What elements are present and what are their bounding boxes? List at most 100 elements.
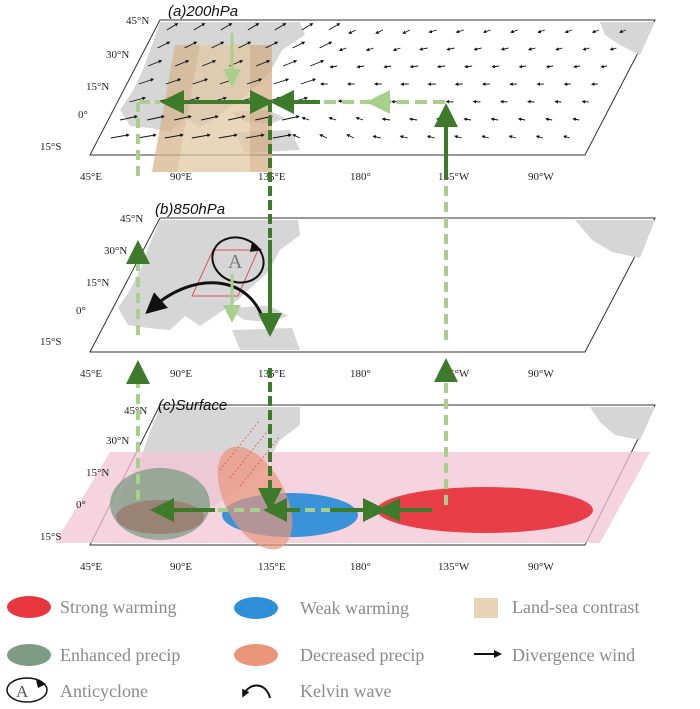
wind-vector bbox=[247, 23, 260, 31]
lat-label-c-15s: 15°S bbox=[40, 531, 62, 543]
wind-vector bbox=[436, 64, 446, 69]
lat-label-a-15s: 15°S bbox=[40, 141, 62, 153]
legend: Strong warming Weak warming Land-sea con… bbox=[6, 596, 639, 703]
wind-vector bbox=[129, 96, 147, 103]
wind-vector bbox=[300, 78, 317, 85]
wind-vector bbox=[246, 78, 263, 85]
wind-vector bbox=[408, 117, 418, 122]
wind-vector bbox=[518, 64, 527, 69]
anticyclone-symbol: A bbox=[191, 236, 265, 297]
wind-vector bbox=[272, 133, 292, 139]
land-americas-c bbox=[590, 407, 655, 440]
legend-swatch-anticyclone: A bbox=[6, 677, 48, 703]
wind-vector bbox=[301, 23, 314, 31]
wind-vector bbox=[491, 64, 500, 69]
wind-vector bbox=[535, 135, 543, 139]
panel-title-c: (c)Surface bbox=[158, 397, 227, 414]
wind-vector bbox=[192, 78, 209, 85]
legend-swatch-decreased-precip bbox=[234, 644, 278, 666]
wind-vector bbox=[201, 60, 217, 67]
legend-label-kelvin-wave: Kelvin wave bbox=[300, 681, 391, 701]
lon-label-c-180: 180° bbox=[350, 561, 371, 573]
lon-label-c-45e: 45°E bbox=[80, 561, 102, 573]
wind-vector bbox=[255, 60, 271, 67]
anticyclone-letter: A bbox=[228, 251, 243, 273]
legend-label-strong-warming: Strong warming bbox=[60, 597, 177, 617]
wind-vector bbox=[211, 41, 225, 49]
lat-label-b-45n: 45°N bbox=[120, 213, 143, 225]
legend-label-weak-warming: Weak warming bbox=[300, 598, 409, 618]
wind-vector bbox=[545, 117, 553, 122]
wind-vector bbox=[147, 60, 163, 67]
wind-vector bbox=[517, 117, 526, 122]
panel-title-b: (b)850hPa bbox=[155, 201, 225, 218]
lat-label-c-30n: 30°N bbox=[106, 435, 129, 447]
legend-label-enhanced-precip: Enhanced precip bbox=[60, 645, 180, 665]
lat-label-c-45n: 45°N bbox=[124, 405, 147, 417]
lat-label-b-30n: 30°N bbox=[104, 245, 127, 257]
decreased-precip-region bbox=[217, 446, 293, 550]
lon-label-a-45e: 45°E bbox=[80, 171, 102, 183]
land-americas-a bbox=[600, 22, 655, 55]
wind-vector bbox=[166, 23, 179, 31]
wind-vector bbox=[490, 117, 499, 122]
wind-vector bbox=[419, 47, 428, 51]
wind-vector bbox=[193, 23, 206, 31]
wind-vector bbox=[201, 115, 219, 121]
panel-850hpa: 45°N 30°N 15°N 0° 15°S 45°E 90°E 135°E 1… bbox=[40, 201, 656, 380]
circulation-arrows bbox=[126, 33, 458, 522]
wind-vector bbox=[454, 135, 462, 139]
wind-vector bbox=[147, 115, 165, 121]
wind-vector bbox=[409, 64, 419, 69]
wind-vector bbox=[220, 23, 233, 31]
wind-vector bbox=[381, 117, 391, 122]
wind-vector bbox=[500, 47, 509, 51]
lat-label-b-15n: 15°N bbox=[86, 277, 109, 289]
wind-vector bbox=[309, 60, 325, 67]
legend-label-decreased-precip: Decreased precip bbox=[300, 645, 424, 665]
wind-vector bbox=[572, 117, 580, 122]
lon-label-c-135w: 135°W bbox=[438, 561, 470, 573]
legend-label-land-sea-contrast: Land-sea contrast bbox=[512, 597, 639, 617]
legend-swatch-weak-warming bbox=[234, 597, 278, 619]
wind-vector bbox=[329, 64, 338, 69]
wind-vector bbox=[464, 64, 473, 69]
legend-label-divergence-wind: Divergence wind bbox=[512, 645, 635, 665]
legend-swatch-kelvin-wave bbox=[242, 684, 271, 699]
wind-vector bbox=[609, 47, 617, 51]
lon-label-c-90w: 90°W bbox=[528, 561, 554, 573]
land-americas-b bbox=[575, 220, 655, 258]
panel-surface: 45°N 30°N 15°N 0° 15°S 45°E 90°E 135°E 1… bbox=[40, 397, 656, 573]
wind-vector bbox=[174, 60, 190, 67]
lon-label-b-90w: 90°W bbox=[528, 368, 554, 380]
lon-label-a-135w: 135°W bbox=[438, 171, 470, 183]
wind-vector bbox=[218, 133, 238, 139]
panel-title-a: (a)200hPa bbox=[168, 3, 238, 20]
lon-label-b-180: 180° bbox=[350, 368, 371, 380]
lon-label-c-90e: 90°E bbox=[170, 561, 192, 573]
lat-label-b-0: 0° bbox=[76, 305, 86, 317]
wind-vector bbox=[356, 64, 365, 69]
wind-vector bbox=[191, 133, 211, 139]
wind-vector bbox=[273, 78, 290, 85]
wind-vector bbox=[282, 60, 298, 67]
wind-vector bbox=[481, 135, 489, 139]
wind-vector bbox=[245, 133, 265, 139]
enhanced-precip-region bbox=[110, 468, 210, 540]
wind-vector bbox=[338, 47, 347, 52]
wind-vector bbox=[537, 29, 545, 34]
wind-vector bbox=[265, 41, 279, 49]
wind-vector bbox=[110, 133, 130, 139]
wind-vector bbox=[428, 29, 437, 34]
wind-vector bbox=[174, 115, 192, 121]
wind-vector bbox=[510, 29, 518, 34]
wind-vector bbox=[473, 47, 482, 51]
wind-vector bbox=[446, 47, 455, 51]
wind-vector bbox=[555, 47, 563, 51]
lat-label-a-30n: 30°N bbox=[106, 49, 129, 61]
wind-vector bbox=[508, 135, 516, 139]
wind-vector bbox=[545, 64, 554, 69]
lon-label-a-90w: 90°W bbox=[528, 171, 554, 183]
wind-vector bbox=[392, 47, 401, 52]
